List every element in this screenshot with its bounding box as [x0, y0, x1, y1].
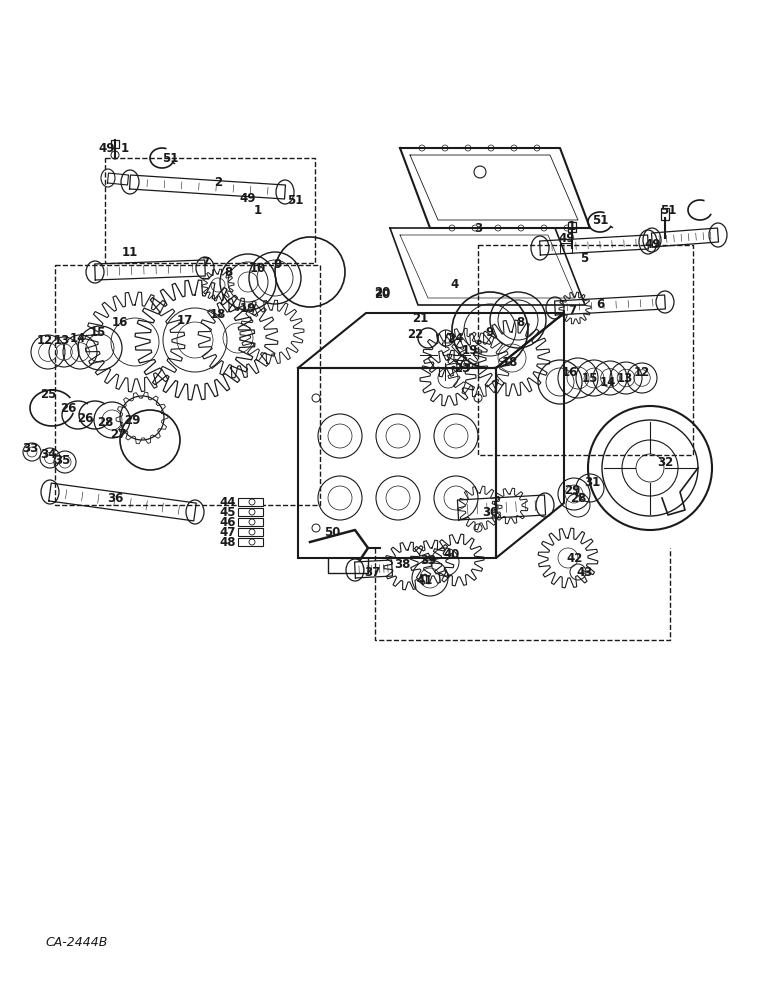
Text: 37: 37 [364, 566, 380, 578]
Text: 14: 14 [600, 375, 616, 388]
Text: CA-2444B: CA-2444B [45, 936, 107, 948]
Text: 51: 51 [660, 204, 676, 217]
Text: 1: 1 [121, 141, 129, 154]
Text: 7: 7 [201, 255, 209, 268]
Text: 42: 42 [567, 552, 583, 564]
Text: 18: 18 [502, 356, 518, 368]
Text: 28: 28 [570, 491, 586, 504]
Text: 19: 19 [240, 302, 256, 314]
Text: 41: 41 [417, 574, 433, 586]
Bar [238, 528, 263, 536]
Text: 23: 23 [454, 361, 470, 374]
Text: 1: 1 [254, 204, 262, 217]
Text: 29: 29 [564, 484, 581, 496]
Text: 45: 45 [220, 506, 236, 518]
Bar [111, 140, 119, 148]
Text: 25: 25 [40, 388, 56, 401]
Text: 4: 4 [451, 278, 459, 292]
Text: 21: 21 [412, 312, 428, 324]
Text: 2: 2 [214, 176, 222, 190]
Text: 49: 49 [240, 192, 256, 205]
Text: 43: 43 [577, 566, 593, 578]
Text: 36: 36 [107, 491, 124, 504]
Text: 40: 40 [444, 548, 460, 562]
Bar [238, 498, 263, 506]
Bar [478, 245, 693, 455]
Text: 9: 9 [486, 326, 494, 338]
Text: 13: 13 [54, 334, 70, 347]
Text: 32: 32 [657, 456, 673, 468]
Text: 28: 28 [96, 416, 113, 428]
Text: 11: 11 [122, 245, 138, 258]
Text: 1: 1 [568, 220, 576, 232]
Bar [105, 158, 315, 263]
Bar [661, 208, 669, 220]
Bar [238, 508, 263, 516]
Text: 9: 9 [274, 258, 282, 271]
Text: 16: 16 [562, 365, 578, 378]
Text: 20: 20 [374, 288, 390, 302]
Text: 49: 49 [99, 141, 115, 154]
Text: 35: 35 [54, 454, 70, 466]
Text: 15: 15 [582, 371, 598, 384]
Text: 6: 6 [596, 298, 604, 312]
Text: 10: 10 [250, 261, 266, 274]
Text: 30: 30 [482, 506, 498, 518]
Bar [238, 538, 263, 546]
Text: 24: 24 [447, 332, 463, 344]
Text: 39: 39 [420, 554, 436, 566]
Text: 17: 17 [177, 314, 193, 326]
Text: 38: 38 [394, 558, 410, 572]
Bar [55, 265, 320, 505]
Text: 3: 3 [474, 222, 482, 234]
Text: 5: 5 [580, 251, 588, 264]
Text: 51: 51 [592, 214, 608, 227]
Text: 44: 44 [220, 495, 236, 508]
Text: 20: 20 [374, 286, 390, 298]
Text: 16: 16 [112, 316, 128, 328]
Text: 19: 19 [462, 344, 478, 357]
Bar [568, 222, 576, 232]
Text: 47: 47 [220, 526, 236, 538]
Text: 8: 8 [224, 265, 232, 278]
Text: 22: 22 [407, 328, 423, 342]
Text: 7: 7 [568, 304, 576, 316]
Text: 49: 49 [559, 232, 575, 244]
Text: 49: 49 [645, 238, 662, 251]
Text: 12: 12 [634, 365, 650, 378]
Text: 13: 13 [617, 371, 633, 384]
Text: 51: 51 [287, 194, 303, 207]
Text: 26: 26 [59, 401, 76, 414]
Text: 14: 14 [69, 332, 86, 344]
Text: 50: 50 [323, 526, 340, 538]
Text: 48: 48 [220, 536, 236, 548]
Text: 8: 8 [516, 316, 524, 328]
Text: 31: 31 [584, 476, 600, 488]
Text: 33: 33 [22, 442, 38, 454]
Text: 26: 26 [76, 412, 93, 424]
Text: 51: 51 [162, 151, 178, 164]
Text: 15: 15 [90, 326, 107, 338]
Bar [298, 368, 496, 558]
Bar [238, 518, 263, 526]
Text: 34: 34 [40, 448, 56, 462]
Text: 12: 12 [37, 334, 53, 347]
Text: 29: 29 [124, 414, 141, 426]
Text: 18: 18 [210, 308, 226, 322]
Text: 46: 46 [220, 516, 236, 528]
Text: 27: 27 [110, 428, 126, 442]
